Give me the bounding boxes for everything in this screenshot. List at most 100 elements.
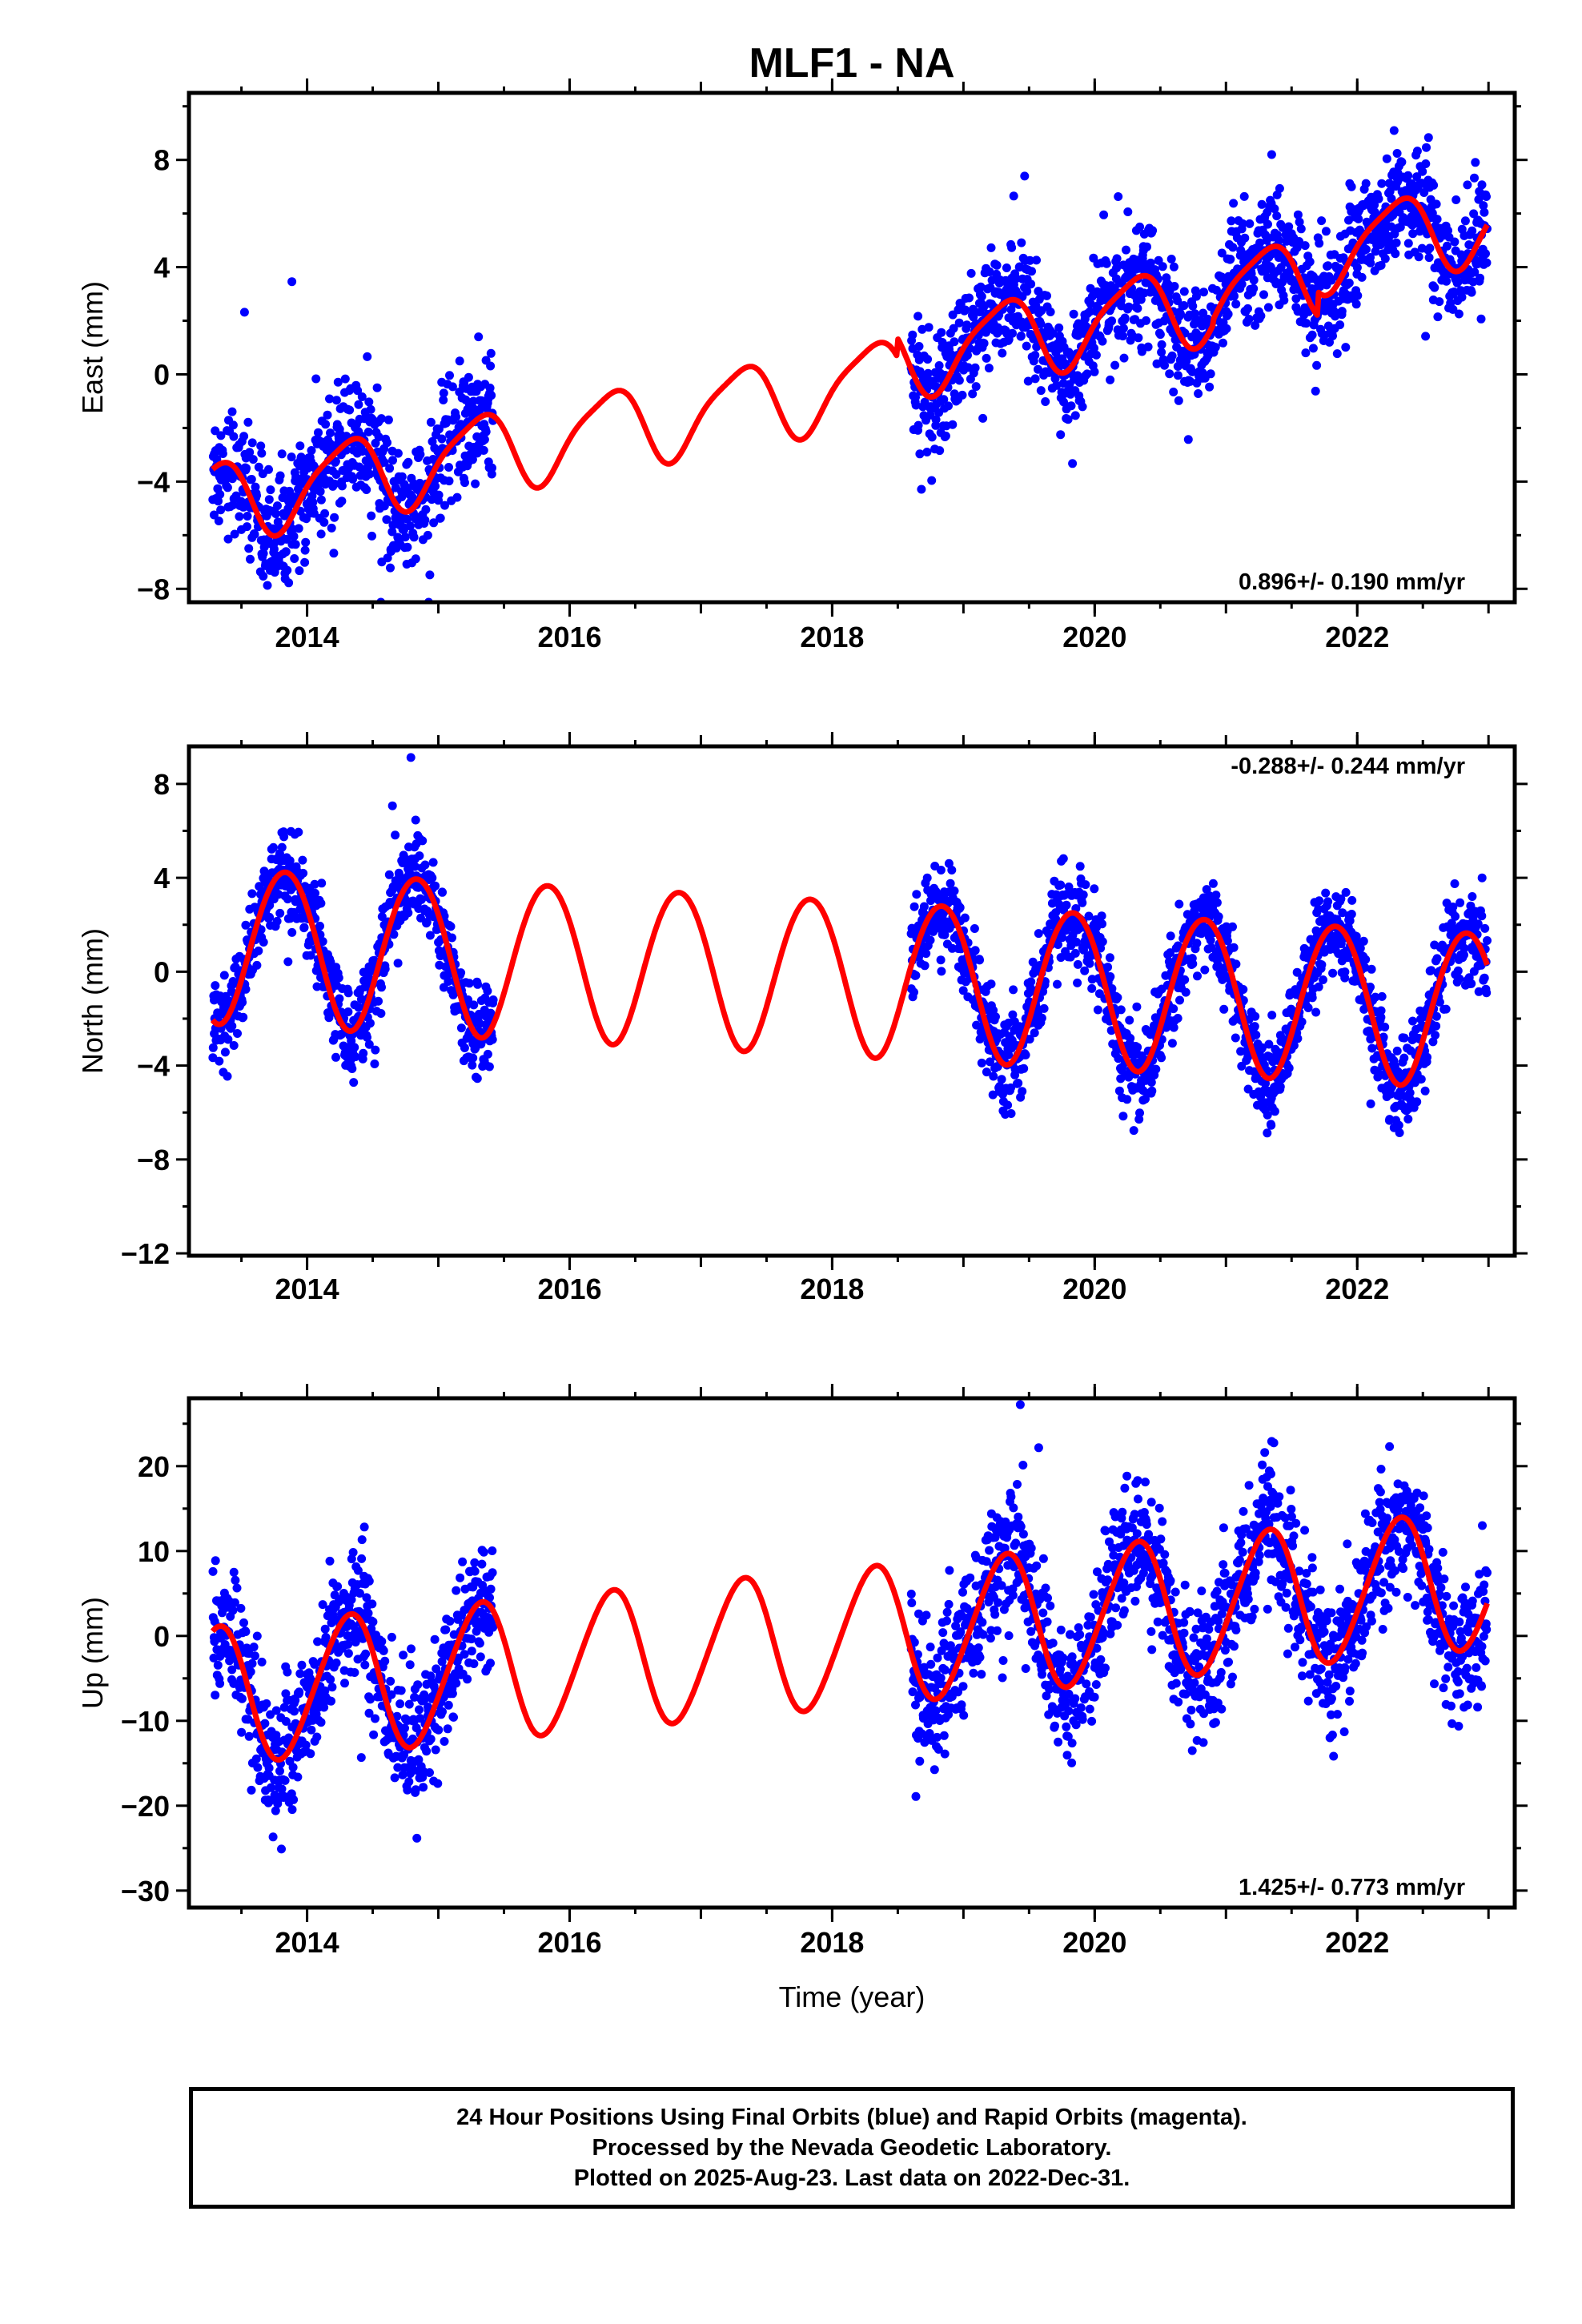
data-point	[978, 413, 988, 423]
y-tick-label: −8	[137, 1144, 170, 1176]
data-point	[474, 332, 484, 342]
data-point	[1435, 997, 1444, 1007]
data-point	[1006, 1083, 1015, 1092]
data-point	[1403, 171, 1413, 180]
data-point	[272, 916, 282, 926]
data-point	[245, 448, 255, 457]
data-point	[1314, 982, 1323, 991]
data-point	[1175, 995, 1184, 1005]
data-point	[243, 522, 251, 532]
data-point	[1187, 367, 1197, 376]
data-point	[1073, 959, 1082, 969]
data-point	[308, 497, 318, 507]
data-point	[467, 1634, 476, 1644]
data-point	[1099, 210, 1109, 219]
data-point	[403, 1785, 412, 1795]
data-point	[968, 304, 978, 314]
data-point	[1228, 922, 1237, 931]
data-point	[445, 371, 454, 380]
data-point	[1300, 241, 1310, 251]
data-point	[1183, 435, 1193, 444]
data-point	[1295, 217, 1304, 227]
data-point	[316, 899, 326, 908]
x-ticks: 2014 2016 2018 2020 2022	[240, 732, 1490, 1305]
data-point	[404, 908, 413, 918]
data-point	[319, 1703, 329, 1712]
data-point	[405, 521, 415, 531]
data-point	[1321, 888, 1331, 898]
data-point	[348, 474, 358, 484]
data-point	[388, 456, 397, 465]
data-point	[283, 1667, 292, 1677]
data-point	[1098, 919, 1106, 929]
data-point	[289, 532, 299, 541]
data-point	[1110, 360, 1120, 370]
data-point	[1284, 222, 1294, 231]
data-point	[1152, 359, 1162, 368]
data-point	[1114, 192, 1123, 201]
data-point	[1429, 180, 1439, 190]
data-point	[1293, 1034, 1303, 1043]
y-tick-label: −4	[137, 465, 170, 498]
data-point	[325, 1556, 335, 1566]
data-point	[1199, 308, 1208, 318]
data-point	[441, 1625, 451, 1634]
data-point	[343, 1649, 353, 1659]
data-point	[269, 545, 279, 554]
data-point	[340, 374, 350, 384]
data-point	[1118, 324, 1128, 333]
data-point	[1102, 259, 1111, 268]
data-point	[467, 1647, 476, 1656]
rate-label: 0.896+/- 0.190 mm/yr	[1239, 569, 1465, 595]
data-point	[422, 918, 432, 927]
data-point	[281, 1689, 291, 1699]
data-point	[268, 1832, 278, 1842]
data-point	[252, 960, 262, 970]
data-point	[456, 1573, 465, 1582]
data-point	[428, 858, 438, 867]
data-point	[1228, 243, 1238, 252]
data-point	[1267, 1120, 1276, 1130]
data-point	[363, 1032, 371, 1042]
data-point	[966, 268, 976, 278]
data-point	[455, 356, 464, 366]
data-point	[917, 324, 927, 334]
data-point	[1315, 282, 1325, 292]
data-point	[1174, 396, 1183, 405]
data-point	[1457, 292, 1467, 302]
data-point	[1336, 939, 1346, 949]
data-point	[1219, 338, 1227, 348]
data-point	[386, 563, 395, 573]
data-point	[357, 392, 367, 401]
data-point	[1054, 323, 1064, 332]
data-point	[265, 901, 275, 910]
data-point	[1367, 1043, 1377, 1053]
data-point	[320, 1624, 330, 1634]
data-point	[977, 292, 986, 301]
data-point	[414, 1755, 424, 1764]
data-point	[1214, 961, 1223, 971]
data-point	[1395, 1128, 1404, 1137]
data-point	[1412, 172, 1422, 182]
data-point	[218, 449, 227, 458]
data-point	[288, 1763, 298, 1772]
data-point	[1137, 347, 1146, 356]
x-tick-label: 2020	[1062, 621, 1126, 653]
data-point	[260, 1719, 270, 1728]
data-point	[229, 1567, 239, 1577]
data-point	[1206, 369, 1215, 379]
data-point	[403, 542, 412, 552]
data-point	[1432, 954, 1442, 963]
data-point	[1008, 1010, 1018, 1019]
data-point	[1030, 1028, 1039, 1038]
data-point	[937, 328, 946, 337]
data-point	[291, 1695, 300, 1705]
plot-frame	[187, 90, 1517, 605]
data-point	[1058, 933, 1067, 943]
data-point	[1070, 948, 1080, 958]
x-tick-label: 2022	[1325, 1273, 1389, 1305]
data-point	[393, 448, 403, 458]
data-point	[397, 472, 407, 481]
data-point	[1054, 940, 1062, 949]
data-point	[1090, 344, 1098, 353]
